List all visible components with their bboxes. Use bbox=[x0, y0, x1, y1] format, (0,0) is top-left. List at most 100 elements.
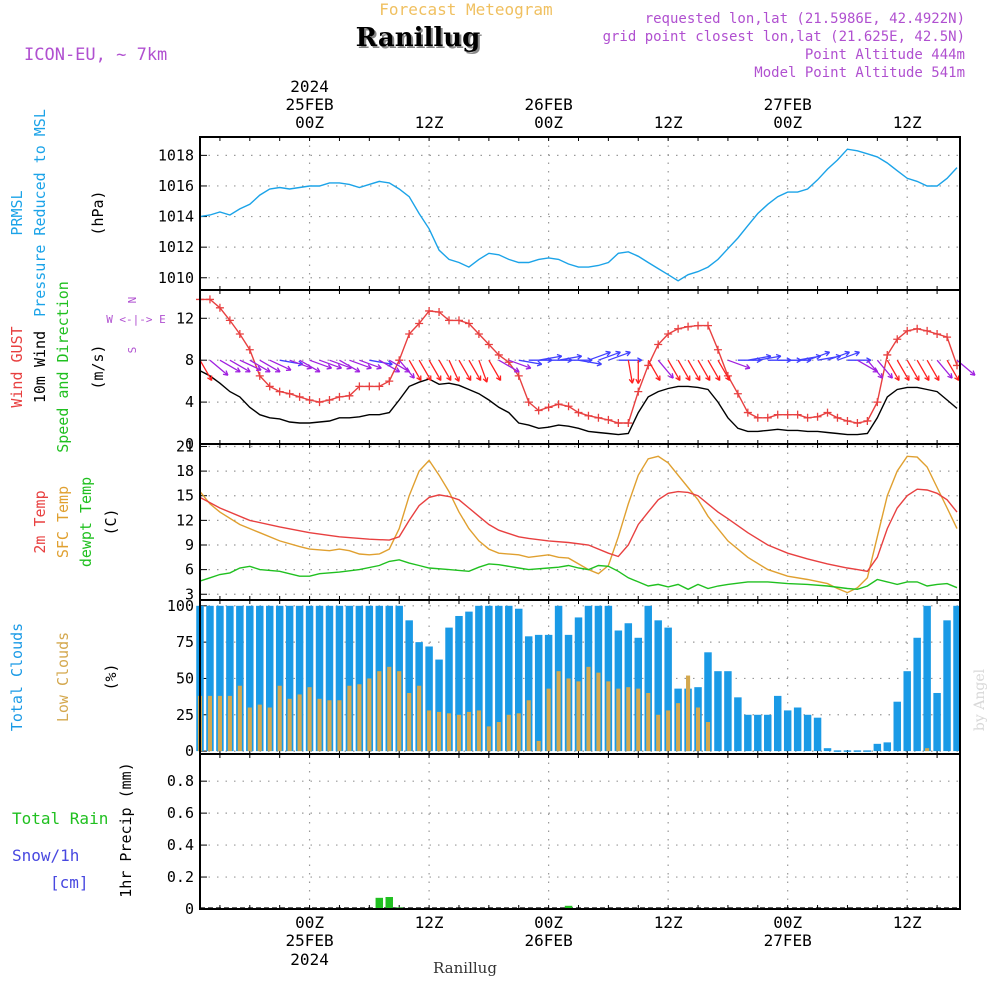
low-cloud-bar bbox=[626, 687, 631, 752]
low-cloud-bar bbox=[456, 714, 462, 752]
gust-marker bbox=[634, 387, 643, 396]
ytick-label-temperature: 9 bbox=[185, 536, 194, 554]
wind-direction-arrow bbox=[727, 359, 751, 370]
sfc-temp-line bbox=[199, 455, 958, 594]
ytick-label-wind: 12 bbox=[176, 309, 194, 327]
low-cloud-bar bbox=[267, 707, 272, 752]
gust-marker bbox=[584, 411, 593, 420]
gust-marker bbox=[833, 413, 842, 422]
gust-marker bbox=[385, 377, 394, 386]
total-cloud-bar bbox=[933, 692, 941, 752]
wind-direction-arrow bbox=[458, 359, 472, 382]
bottom-time-label: 00Z bbox=[534, 913, 563, 932]
pressure-unit: (hPa) bbox=[89, 190, 107, 235]
top-date-label: 27FEB bbox=[764, 95, 812, 114]
arrow-head bbox=[877, 373, 884, 379]
ytick-label-clouds: 100 bbox=[167, 597, 194, 615]
wind-direction-arrow bbox=[269, 359, 292, 372]
arrow-head bbox=[775, 353, 782, 360]
arrow-head bbox=[824, 350, 831, 357]
arrow-head bbox=[536, 360, 543, 367]
temp-unit: (C) bbox=[102, 508, 120, 535]
arrow-head bbox=[409, 373, 415, 379]
total-cloud-bar bbox=[425, 646, 433, 752]
total-cloud-bar bbox=[664, 627, 672, 752]
ytick-label-temperature: 6 bbox=[185, 561, 194, 579]
snow-unit-label: [cm] bbox=[50, 873, 89, 892]
gust-marker bbox=[933, 330, 942, 338]
panel-labels: PRMSL Pressure Reduced to MSL (hPa) Wind GU… bbox=[8, 109, 166, 898]
arrow-shaft bbox=[209, 359, 229, 376]
gust-marker bbox=[793, 410, 802, 419]
total-cloud-bar bbox=[275, 605, 284, 752]
arrow-shaft bbox=[717, 359, 731, 381]
low-cloud-bar bbox=[367, 678, 372, 752]
gust-marker bbox=[843, 416, 852, 425]
total-cloud-bar bbox=[953, 605, 961, 752]
wind-direction-arrow bbox=[478, 359, 489, 383]
arrow-head bbox=[596, 360, 602, 367]
top-date-label: 26FEB bbox=[525, 95, 573, 114]
wind-direction-arrow bbox=[408, 359, 422, 382]
arrow-shaft bbox=[657, 359, 674, 379]
gust-marker bbox=[903, 326, 912, 335]
sfc-temp-label: SFC Temp bbox=[54, 486, 72, 558]
gust-marker bbox=[554, 400, 563, 409]
total-cloud-bar bbox=[206, 605, 214, 752]
total-cloud-bar bbox=[226, 605, 234, 752]
total-cloud-bar bbox=[734, 697, 742, 752]
gust-marker bbox=[853, 419, 862, 428]
total-cloud-bar bbox=[515, 608, 523, 752]
ytick-label-pressure: 1014 bbox=[158, 208, 194, 226]
low-cloud-bar bbox=[307, 687, 312, 752]
total-cloud-bar bbox=[793, 707, 802, 752]
arrow-head bbox=[366, 364, 372, 370]
low-cloud-bar bbox=[217, 695, 222, 752]
low-cloud-bar bbox=[496, 722, 501, 752]
arrow-shaft bbox=[458, 359, 472, 381]
panel-frame-temperature bbox=[199, 443, 961, 601]
gust-marker bbox=[325, 396, 334, 404]
gust-marker bbox=[285, 389, 294, 398]
low-cloud-bar bbox=[546, 688, 551, 752]
arrow-head bbox=[655, 375, 661, 382]
low-cloud-bar bbox=[207, 695, 213, 752]
footer-location: Ranillug bbox=[433, 959, 497, 977]
gust-marker bbox=[245, 345, 254, 354]
wind-direction-arrow bbox=[309, 359, 333, 370]
low-clouds-label: Low Clouds bbox=[54, 632, 72, 722]
wind-direction-arrow bbox=[438, 359, 452, 382]
arrow-shaft bbox=[239, 359, 262, 371]
arrow-head bbox=[844, 350, 850, 357]
total-cloud-bar bbox=[803, 714, 812, 752]
wind-direction-arrow bbox=[608, 350, 631, 361]
total-cloud-bar bbox=[534, 634, 543, 752]
wind-direction-arrow bbox=[209, 359, 229, 376]
arrow-head bbox=[265, 367, 271, 373]
low-cloud-bar bbox=[566, 678, 571, 752]
arrow-shaft bbox=[667, 359, 681, 381]
arrow-head bbox=[969, 370, 976, 376]
ytick-label-precip: 0.4 bbox=[167, 836, 194, 854]
arrow-shaft bbox=[857, 359, 878, 373]
wind-direction-arrow bbox=[339, 359, 361, 373]
wind-direction-arrow bbox=[906, 359, 920, 382]
arrow-head bbox=[675, 375, 681, 382]
ytick-label-clouds: 0 bbox=[185, 742, 194, 760]
wind-direction-arrow bbox=[558, 353, 583, 361]
total-cloud-bar bbox=[345, 605, 354, 752]
wind-dir-label: Speed and Direction bbox=[54, 281, 72, 453]
total-cloud-bar bbox=[236, 605, 244, 752]
low-cloud-bar bbox=[237, 685, 242, 752]
arrow-shaft bbox=[488, 359, 502, 381]
wind-direction-arrow bbox=[667, 359, 681, 382]
gust-marker bbox=[883, 350, 892, 359]
wind-direction-arrow bbox=[866, 359, 884, 379]
gust-marker bbox=[524, 398, 533, 407]
wind-direction-arrow bbox=[498, 359, 520, 373]
gust-marker bbox=[703, 321, 712, 330]
low-cloud-bar bbox=[227, 695, 232, 752]
arrow-head bbox=[914, 375, 920, 382]
wind-direction-arrow bbox=[926, 359, 940, 382]
gust-marker bbox=[544, 403, 553, 412]
